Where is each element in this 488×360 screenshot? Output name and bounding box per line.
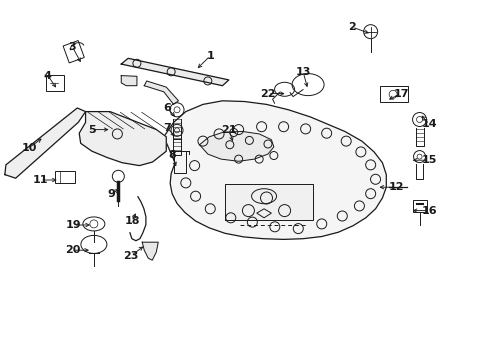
Text: 4: 4: [44, 71, 52, 81]
Polygon shape: [142, 242, 158, 260]
Polygon shape: [79, 112, 166, 166]
Text: 17: 17: [392, 89, 408, 99]
Bar: [379, 86, 407, 102]
Text: 23: 23: [123, 251, 139, 261]
Text: 16: 16: [421, 206, 436, 216]
Text: 1: 1: [206, 51, 214, 61]
Polygon shape: [121, 76, 137, 86]
Text: 9: 9: [107, 189, 115, 199]
Polygon shape: [121, 58, 228, 86]
Bar: [174, 151, 185, 173]
Text: 20: 20: [64, 245, 80, 255]
Text: 10: 10: [21, 143, 37, 153]
Polygon shape: [224, 184, 312, 220]
Polygon shape: [199, 131, 273, 161]
Bar: [46, 75, 63, 91]
Text: 21: 21: [221, 125, 236, 135]
Polygon shape: [163, 101, 386, 239]
Text: 6: 6: [163, 103, 171, 113]
Text: 22: 22: [260, 89, 275, 99]
Bar: [55, 171, 75, 183]
Text: 2: 2: [347, 22, 355, 32]
Text: 5: 5: [88, 125, 96, 135]
Text: 11: 11: [32, 175, 48, 185]
Text: 12: 12: [387, 182, 403, 192]
Bar: [63, 41, 84, 63]
Polygon shape: [144, 81, 178, 104]
Polygon shape: [5, 108, 85, 178]
Text: 8: 8: [168, 150, 176, 160]
Text: 18: 18: [124, 216, 140, 226]
Text: 15: 15: [421, 155, 436, 165]
Text: 7: 7: [163, 123, 171, 133]
Text: 14: 14: [421, 119, 436, 129]
Text: 13: 13: [295, 67, 310, 77]
Text: 19: 19: [65, 220, 81, 230]
Bar: [412, 200, 426, 212]
Text: 3: 3: [68, 42, 76, 52]
